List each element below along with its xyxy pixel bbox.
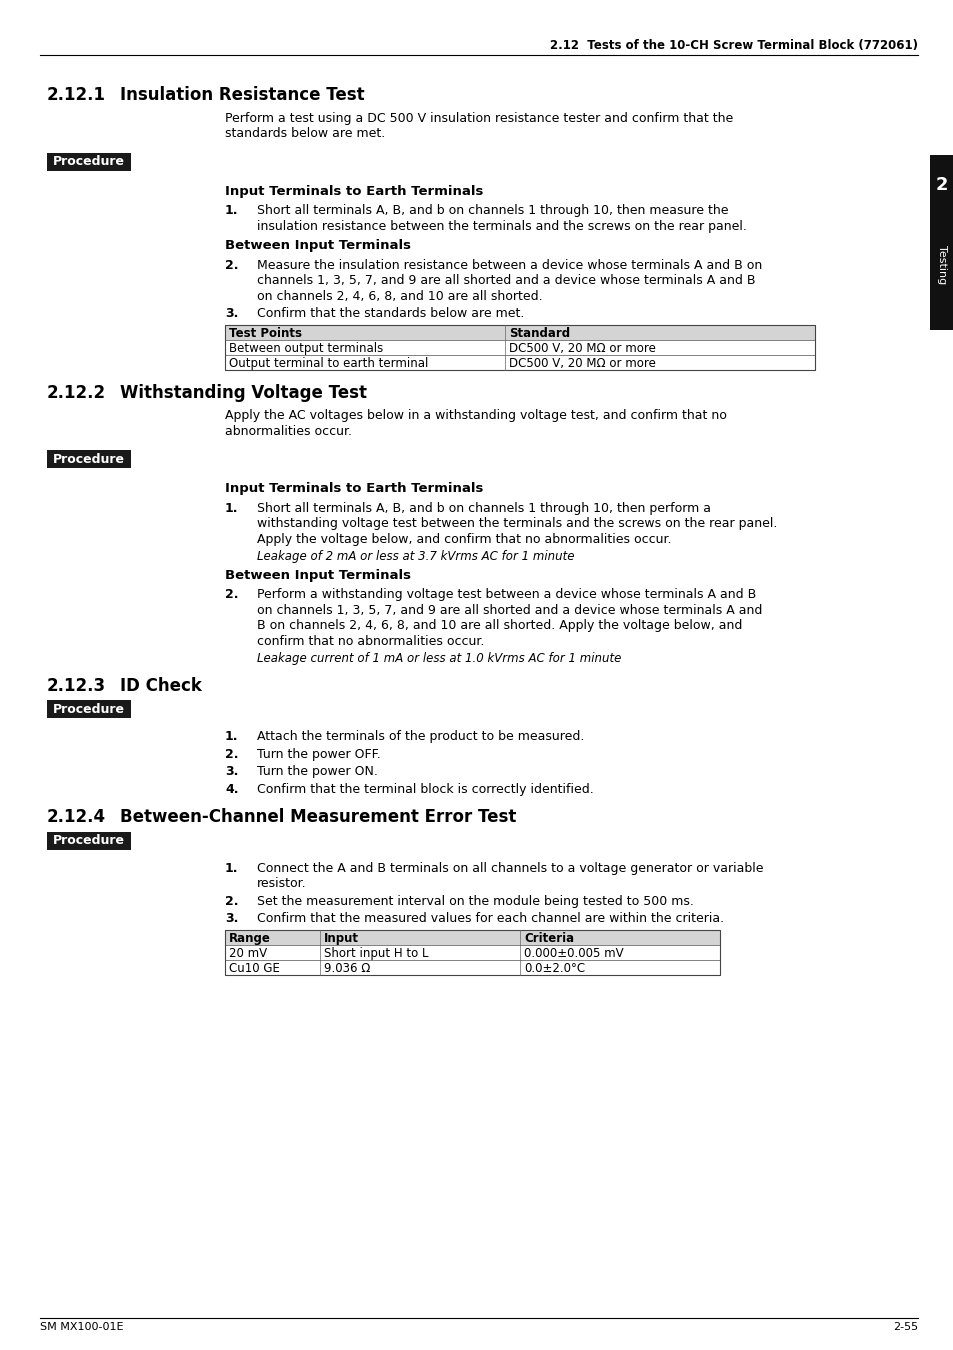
Text: 2.12  Tests of the 10-CH Screw Terminal Block (772061): 2.12 Tests of the 10-CH Screw Terminal B… [550, 39, 917, 53]
Text: Apply the AC voltages below in a withstanding voltage test, and confirm that no: Apply the AC voltages below in a withsta… [225, 409, 726, 423]
Text: Procedure: Procedure [53, 155, 125, 169]
Text: 0.0±2.0°C: 0.0±2.0°C [523, 963, 584, 975]
Bar [225, 355, 814, 370]
Text: Attach the terminals of the product to be measured.: Attach the terminals of the product to b… [256, 730, 584, 744]
Text: 2.: 2. [225, 748, 238, 761]
Text: Input Terminals to Earth Terminals: Input Terminals to Earth Terminals [225, 185, 483, 197]
Text: DC500 V, 20 MΩ or more: DC500 V, 20 MΩ or more [509, 356, 656, 370]
Text: 20 mV: 20 mV [229, 946, 267, 960]
Text: Set the measurement interval on the module being tested to 500 ms.: Set the measurement interval on the modu… [256, 895, 693, 909]
Bar [225, 960, 720, 975]
Text: on channels 1, 3, 5, 7, and 9 are all shorted and a device whose terminals A and: on channels 1, 3, 5, 7, and 9 are all sh… [256, 603, 761, 617]
Text: Perform a withstanding voltage test between a device whose terminals A and B: Perform a withstanding voltage test betw… [256, 589, 756, 601]
Text: 1.: 1. [225, 730, 238, 744]
Bar [225, 340, 814, 355]
Bar [47, 153, 131, 170]
Text: insulation resistance between the terminals and the screws on the rear panel.: insulation resistance between the termin… [256, 220, 746, 232]
Text: 3.: 3. [225, 306, 238, 320]
Text: Connect the A and B terminals on all channels to a voltage generator or variable: Connect the A and B terminals on all cha… [256, 861, 762, 875]
Text: Testing: Testing [936, 246, 946, 285]
Bar [225, 930, 720, 945]
Text: Input: Input [324, 931, 358, 945]
Text: Short input H to L: Short input H to L [324, 946, 428, 960]
Text: 2.12.2: 2.12.2 [47, 383, 106, 401]
Bar [47, 701, 131, 718]
Text: resistor.: resistor. [256, 878, 306, 891]
Text: 9.036 Ω: 9.036 Ω [324, 963, 370, 975]
Text: Short all terminals A, B, and b on channels 1 through 10, then perform a: Short all terminals A, B, and b on chann… [256, 502, 710, 514]
Text: Procedure: Procedure [53, 452, 125, 466]
Text: confirm that no abnormalities occur.: confirm that no abnormalities occur. [256, 634, 484, 648]
Bar [225, 945, 720, 960]
Text: Measure the insulation resistance between a device whose terminals A and B on: Measure the insulation resistance betwee… [256, 259, 761, 271]
Text: Procedure: Procedure [53, 703, 125, 716]
Text: on channels 2, 4, 6, 8, and 10 are all shorted.: on channels 2, 4, 6, 8, and 10 are all s… [256, 290, 542, 302]
Text: 2: 2 [935, 176, 947, 194]
Text: 2.: 2. [225, 895, 238, 909]
Text: 2.12.3: 2.12.3 [47, 676, 106, 695]
Text: Standard: Standard [509, 327, 570, 340]
Text: 2.: 2. [225, 259, 238, 271]
Text: 1.: 1. [225, 502, 238, 514]
Text: Leakage of 2 mA or less at 3.7 kVrms AC for 1 minute: Leakage of 2 mA or less at 3.7 kVrms AC … [256, 551, 574, 563]
Bar [929, 155, 953, 329]
Text: Input Terminals to Earth Terminals: Input Terminals to Earth Terminals [225, 482, 483, 495]
Text: DC500 V, 20 MΩ or more: DC500 V, 20 MΩ or more [509, 342, 656, 355]
Text: standards below are met.: standards below are met. [225, 127, 385, 140]
Bar [47, 450, 131, 468]
Bar [225, 324, 814, 340]
Text: ID Check: ID Check [120, 676, 202, 695]
Text: withstanding voltage test between the terminals and the screws on the rear panel: withstanding voltage test between the te… [256, 517, 777, 531]
Text: Short all terminals A, B, and b on channels 1 through 10, then measure the: Short all terminals A, B, and b on chann… [256, 204, 728, 217]
Text: 2.12.1: 2.12.1 [47, 86, 106, 104]
Text: Criteria: Criteria [523, 931, 574, 945]
Text: Between Input Terminals: Between Input Terminals [225, 568, 411, 582]
Text: Between Input Terminals: Between Input Terminals [225, 239, 411, 252]
Text: Confirm that the measured values for each channel are within the criteria.: Confirm that the measured values for eac… [256, 913, 723, 925]
Text: Range: Range [229, 931, 271, 945]
Text: Turn the power OFF.: Turn the power OFF. [256, 748, 380, 761]
Bar [225, 324, 814, 370]
Text: Between output terminals: Between output terminals [229, 342, 383, 355]
Text: Perform a test using a DC 500 V insulation resistance tester and confirm that th: Perform a test using a DC 500 V insulati… [225, 112, 733, 124]
Text: Output terminal to earth terminal: Output terminal to earth terminal [229, 356, 428, 370]
Text: Withstanding Voltage Test: Withstanding Voltage Test [120, 383, 367, 401]
Text: Between-Channel Measurement Error Test: Between-Channel Measurement Error Test [120, 809, 516, 826]
Text: Cu10 GE: Cu10 GE [229, 963, 279, 975]
Text: 3.: 3. [225, 765, 238, 779]
Text: Confirm that the terminal block is correctly identified.: Confirm that the terminal block is corre… [256, 783, 593, 795]
Bar [47, 832, 131, 850]
Text: 1.: 1. [225, 204, 238, 217]
Text: Insulation Resistance Test: Insulation Resistance Test [120, 86, 364, 104]
Text: Confirm that the standards below are met.: Confirm that the standards below are met… [256, 306, 524, 320]
Text: Test Points: Test Points [229, 327, 302, 340]
Text: 0.000±0.005 mV: 0.000±0.005 mV [523, 946, 623, 960]
Bar [225, 930, 720, 975]
Text: Procedure: Procedure [53, 834, 125, 848]
Text: 3.: 3. [225, 913, 238, 925]
Text: 1.: 1. [225, 861, 238, 875]
Text: 2.12.4: 2.12.4 [47, 809, 106, 826]
Text: 2-55: 2-55 [892, 1322, 917, 1332]
Text: channels 1, 3, 5, 7, and 9 are all shorted and a device whose terminals A and B: channels 1, 3, 5, 7, and 9 are all short… [256, 274, 755, 288]
Text: Turn the power ON.: Turn the power ON. [256, 765, 377, 779]
Text: Leakage current of 1 mA or less at 1.0 kVrms AC for 1 minute: Leakage current of 1 mA or less at 1.0 k… [256, 652, 620, 666]
Text: abnormalities occur.: abnormalities occur. [225, 425, 352, 437]
Text: Apply the voltage below, and confirm that no abnormalities occur.: Apply the voltage below, and confirm tha… [256, 533, 671, 545]
Text: 2.: 2. [225, 589, 238, 601]
Text: SM MX100-01E: SM MX100-01E [40, 1322, 123, 1332]
Text: 4.: 4. [225, 783, 238, 795]
Text: B on channels 2, 4, 6, 8, and 10 are all shorted. Apply the voltage below, and: B on channels 2, 4, 6, 8, and 10 are all… [256, 620, 741, 632]
